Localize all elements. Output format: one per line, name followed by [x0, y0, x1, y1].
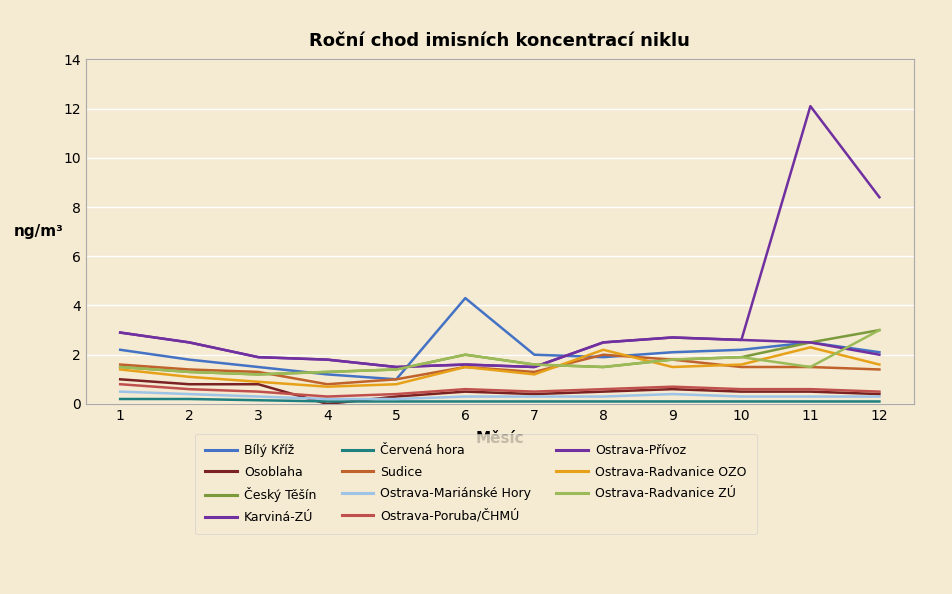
Y-axis label: ng/m³: ng/m³ [13, 224, 63, 239]
Title: Roční chod imisních koncentrací niklu: Roční chod imisních koncentrací niklu [309, 31, 690, 49]
X-axis label: Měsíc: Měsíc [475, 431, 525, 446]
Legend: Bílý Kříž, Osoblaha, Český Těšín, Karviná-ZÚ, Červená hora, Sudice, Ostrava-Mari: Bílý Kříž, Osoblaha, Český Těšín, Karvin… [195, 434, 757, 534]
